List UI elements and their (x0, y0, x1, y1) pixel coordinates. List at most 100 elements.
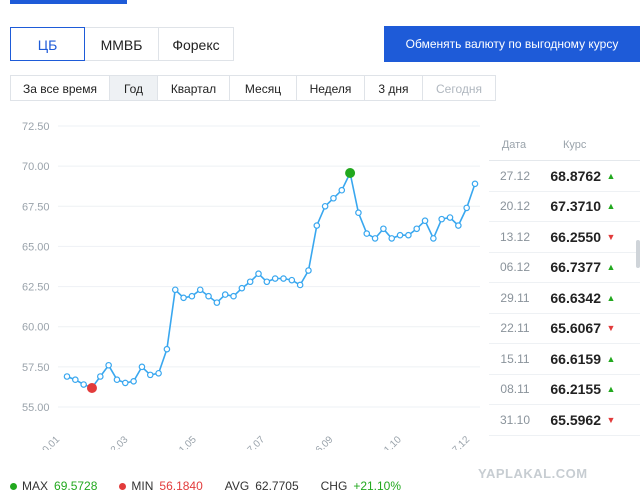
arrow-down-icon: ▼ (606, 414, 616, 425)
period-tab-today[interactable]: Сегодня (423, 75, 496, 101)
y-tick-label: 55.00 (22, 402, 50, 414)
row-rate: 66.6159 (550, 350, 601, 367)
arrow-down-icon: ▼ (606, 323, 616, 334)
data-point (280, 275, 287, 282)
y-tick-label: 67.50 (22, 201, 50, 213)
data-point (438, 215, 445, 223)
arrow-up-icon: ▲ (606, 292, 616, 303)
data-point (463, 204, 470, 212)
x-tick-label: 27.12 (447, 434, 473, 450)
x-tick-label: 12.03 (105, 434, 131, 450)
data-point (371, 235, 379, 242)
data-point (213, 299, 221, 306)
arrow-up-icon: ▲ (606, 170, 616, 181)
row-date: 15.11 (500, 351, 530, 366)
source-tabs: ЦБ ММВБ Форекс (10, 27, 234, 61)
data-point (63, 373, 71, 380)
data-point (180, 294, 187, 302)
data-point (388, 235, 396, 242)
table-row: 22.11 65.6067 ▼ (489, 314, 640, 344)
data-point (155, 369, 162, 377)
watermark: YAPLAKAL.COM (478, 466, 588, 481)
min-label: MIN (131, 479, 154, 493)
exchange-button[interactable]: Обменять валюту по выгодному курсу (384, 26, 640, 62)
data-point (471, 180, 479, 188)
arrow-up-icon: ▲ (606, 201, 616, 212)
data-point (146, 371, 154, 379)
period-tab-3-days[interactable]: 3 дня (365, 75, 423, 101)
data-point (72, 376, 79, 384)
rate-chart[interactable]: 72.50 70.00 67.50 65.00 62.50 60.00 57.50 55.00… (0, 110, 489, 450)
data-point (305, 267, 312, 274)
stat-min: MIN 56.1840 (119, 479, 203, 493)
max-dot-icon (10, 482, 17, 490)
data-point (246, 278, 254, 286)
rates-table-body: 27.12 68.8762 ▲ 20.12 67.3710 ▲ 13.12 66.2550 ▼ 0… (489, 161, 640, 436)
row-rate: 66.6342 (550, 289, 601, 306)
period-tab-year[interactable]: Год (110, 75, 158, 101)
period-tab-quarter[interactable]: Квартал (158, 75, 230, 101)
rate-column-header: Курс (563, 139, 587, 151)
x-tick-label: 11.05 (174, 434, 199, 450)
avg-value: 62.7705 (255, 479, 299, 493)
data-point (363, 230, 371, 237)
min-dot-icon (119, 482, 127, 490)
row-rate: 66.7377 (550, 259, 601, 276)
scrollbar[interactable] (636, 240, 640, 268)
row-rate: 66.2155 (550, 381, 601, 398)
table-row: 31.10 65.5962 ▼ (489, 405, 640, 436)
data-point (380, 225, 387, 233)
data-point (321, 202, 329, 210)
data-point (430, 235, 437, 242)
period-tabs: За все время Год Квартал Месяц Неделя 3 … (10, 75, 496, 101)
data-point (238, 284, 246, 292)
data-point (188, 292, 196, 300)
chg-value: +21.10% (353, 479, 402, 493)
stat-avg: AVG 62.7705 (225, 479, 299, 493)
min-point-marker (86, 382, 97, 393)
table-row: 20.12 67.3710 ▲ (489, 192, 640, 222)
chg-label: CHG (320, 479, 348, 493)
tab-mmvb[interactable]: ММВБ (85, 27, 159, 61)
period-tab-week[interactable]: Неделя (297, 75, 365, 101)
x-tick-label: 31.10 (378, 434, 404, 450)
data-point (413, 225, 421, 233)
data-point (338, 186, 346, 194)
row-date: 22.11 (500, 321, 530, 336)
period-tab-month[interactable]: Месяц (230, 75, 297, 101)
tab-forex[interactable]: Форекс (159, 27, 234, 61)
avg-label: AVG (224, 479, 250, 493)
data-point (205, 292, 212, 300)
row-date: 06.12 (499, 260, 531, 275)
data-point (80, 381, 87, 388)
table-row: 13.12 66.2550 ▼ (489, 222, 640, 253)
tab-cb[interactable]: ЦБ (10, 27, 85, 61)
data-point (138, 363, 146, 371)
data-point (288, 276, 296, 284)
period-tab-all-time[interactable]: За все время (10, 75, 110, 101)
x-tick-label: 10.01 (37, 434, 63, 450)
table-row: 06.12 66.7377 ▲ (489, 253, 640, 283)
row-date: 20.12 (499, 199, 531, 214)
row-rate: 65.6067 (550, 320, 601, 337)
x-tick-label: 06.09 (310, 434, 336, 450)
data-point (230, 292, 237, 300)
row-date: 29.11 (500, 290, 530, 305)
data-point (271, 275, 279, 282)
data-point (121, 379, 129, 387)
max-value: 69.5728 (54, 479, 98, 493)
y-tick-label: 72.50 (22, 121, 50, 133)
data-point (255, 270, 262, 278)
data-point (196, 286, 204, 294)
row-date: 27.12 (499, 168, 531, 183)
data-point (313, 222, 321, 229)
min-value: 56.1840 (159, 479, 203, 493)
data-point (446, 214, 454, 221)
max-label: MAX (22, 479, 49, 493)
y-tick-label: 57.50 (22, 362, 50, 374)
arrow-up-icon: ▲ (606, 384, 616, 395)
arrow-down-icon: ▼ (606, 231, 616, 242)
data-point (221, 291, 229, 298)
data-point (113, 376, 121, 384)
data-point (171, 286, 179, 294)
